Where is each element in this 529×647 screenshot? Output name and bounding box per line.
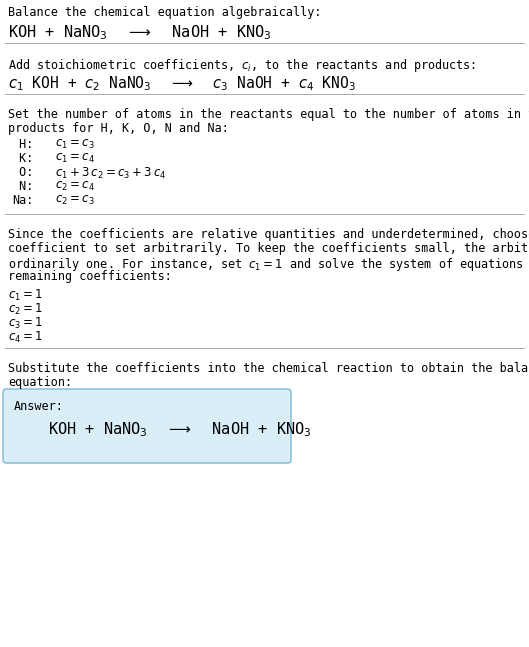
Text: Add stoichiometric coefficients, $c_i$, to the reactants and products:: Add stoichiometric coefficients, $c_i$, … [8,57,476,74]
Text: N:: N: [12,180,33,193]
Text: H:: H: [12,138,33,151]
Text: coefficient to set arbitrarily. To keep the coefficients small, the arbitrary va: coefficient to set arbitrarily. To keep … [8,242,529,255]
Text: Set the number of atoms in the reactants equal to the number of atoms in the: Set the number of atoms in the reactants… [8,108,529,121]
Text: Balance the chemical equation algebraically:: Balance the chemical equation algebraica… [8,6,322,19]
Text: $c_1 = c_4$: $c_1 = c_4$ [48,152,95,165]
Text: $c_2 = c_4$: $c_2 = c_4$ [48,180,95,193]
Text: Answer:: Answer: [14,400,64,413]
Text: $c_1 = c_3$: $c_1 = c_3$ [48,138,95,151]
Text: Substitute the coefficients into the chemical reaction to obtain the balanced: Substitute the coefficients into the che… [8,362,529,375]
Text: $c_2 = 1$: $c_2 = 1$ [8,302,43,317]
Text: KOH + NaNO$_3$  $\longrightarrow$  NaOH + KNO$_3$: KOH + NaNO$_3$ $\longrightarrow$ NaOH + … [8,23,271,41]
Text: O:: O: [12,166,33,179]
Text: equation:: equation: [8,376,72,389]
Text: Since the coefficients are relative quantities and underdetermined, choose a: Since the coefficients are relative quan… [8,228,529,241]
Text: ordinarily one. For instance, set $c_1 = 1$ and solve the system of equations fo: ordinarily one. For instance, set $c_1 =… [8,256,529,273]
Text: $c_1 + 3\,c_2 = c_3 + 3\,c_4$: $c_1 + 3\,c_2 = c_3 + 3\,c_4$ [48,166,167,181]
Text: $c_4 = 1$: $c_4 = 1$ [8,330,43,345]
Text: remaining coefficients:: remaining coefficients: [8,270,172,283]
Text: $c_1 = 1$: $c_1 = 1$ [8,288,43,303]
Text: $c_2 = c_3$: $c_2 = c_3$ [48,194,95,207]
Text: K:: K: [12,152,33,165]
Text: $c_3 = 1$: $c_3 = 1$ [8,316,43,331]
Text: KOH + NaNO$_3$  $\longrightarrow$  NaOH + KNO$_3$: KOH + NaNO$_3$ $\longrightarrow$ NaOH + … [48,420,312,439]
Text: Na:: Na: [12,194,33,207]
Text: products for H, K, O, N and Na:: products for H, K, O, N and Na: [8,122,229,135]
Text: $c_1$ KOH + $c_2$ NaNO$_3$  $\longrightarrow$  $c_3$ NaOH + $c_4$ KNO$_3$: $c_1$ KOH + $c_2$ NaNO$_3$ $\longrightar… [8,74,356,93]
FancyBboxPatch shape [3,389,291,463]
